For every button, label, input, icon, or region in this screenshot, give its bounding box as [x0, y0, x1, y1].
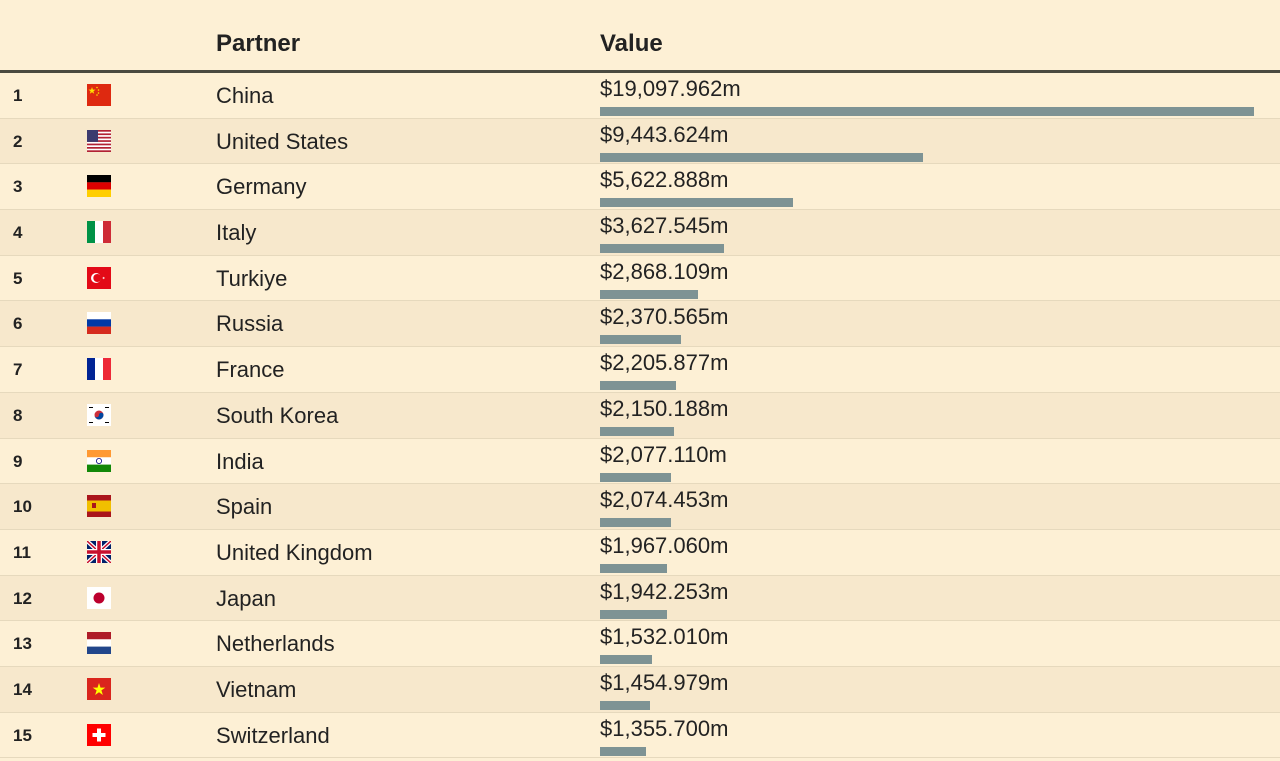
- value-column-header[interactable]: Value: [600, 30, 663, 57]
- value-label: $2,370.565m: [600, 304, 729, 330]
- table-row[interactable]: 11 United Kingdom $1,967.060m: [0, 530, 1280, 576]
- rank-cell: 12: [13, 588, 32, 608]
- partner-name: Vietnam: [216, 676, 297, 702]
- russia-flag-icon: [87, 312, 111, 335]
- value-bar: [600, 381, 676, 391]
- rank-cell: 3: [13, 177, 23, 197]
- spain-flag-icon: [87, 495, 111, 518]
- value-label: $1,454.979m: [600, 669, 729, 695]
- italy-flag-icon: [87, 221, 111, 244]
- value-label: $5,622.888m: [600, 167, 729, 193]
- rank-cell: 5: [13, 268, 23, 288]
- value-label: $2,074.453m: [600, 487, 729, 513]
- value-bar: [600, 152, 924, 162]
- table-row[interactable]: 6 Russia $2,370.565m: [0, 301, 1280, 348]
- netherlands-flag-icon: [87, 632, 111, 655]
- turkiye-flag-icon: [87, 266, 111, 289]
- partner-name: Switzerland: [216, 722, 330, 748]
- value-bar: [600, 746, 647, 756]
- value-bar: [600, 107, 1254, 116]
- value-label: $19,097.962m: [600, 76, 741, 101]
- table-row[interactable]: 7 France $2,205.877m: [0, 347, 1280, 393]
- table-row[interactable]: 9 India $2,077.110m: [0, 439, 1280, 485]
- value-label: $2,868.109m: [600, 258, 729, 284]
- table-row[interactable]: 1 China $19,097.962m: [0, 73, 1280, 119]
- rank-cell: 1: [13, 86, 23, 105]
- value-bar: [600, 472, 672, 482]
- rank-cell: 15: [13, 725, 32, 745]
- value-bar: [600, 335, 682, 345]
- japan-flag-icon: [87, 586, 111, 609]
- table-row[interactable]: 3 Germany $5,622.888m: [0, 164, 1280, 211]
- table-row[interactable]: 2 United States $9,443.624m: [0, 118, 1280, 165]
- value-bar: [600, 518, 672, 528]
- table-row[interactable]: 8 South Korea $2,150.188m: [0, 392, 1280, 439]
- value-bar: [600, 700, 650, 710]
- rank-cell: 8: [13, 405, 23, 425]
- value-bar: [600, 198, 793, 208]
- partner-name: Japan: [216, 585, 276, 611]
- table-row[interactable]: 14 Vietnam $1,454.979m: [0, 666, 1280, 713]
- rank-cell: 11: [13, 542, 31, 562]
- value-label: $1,532.010m: [600, 624, 729, 650]
- value-label: $9,443.624m: [600, 121, 729, 147]
- rank-cell: 6: [13, 314, 23, 334]
- partner-name: India: [216, 448, 264, 474]
- table-row[interactable]: 4 Italy $3,627.545m: [0, 210, 1280, 256]
- rank-cell: 13: [13, 634, 32, 654]
- south-korea-flag-icon: [87, 403, 111, 426]
- table-row[interactable]: 10 Spain $2,074.453m: [0, 484, 1280, 530]
- partner-name: China: [216, 83, 274, 108]
- switzerland-flag-icon: [87, 723, 111, 746]
- rank-cell: 4: [13, 223, 23, 243]
- value-label: $3,627.545m: [600, 213, 729, 239]
- table-header: Partner Value: [0, 0, 1280, 73]
- value-bar: [600, 655, 653, 665]
- value-label: $2,205.877m: [600, 350, 729, 376]
- partner-name: Italy: [216, 220, 257, 246]
- table-row[interactable]: 12 Japan $1,942.253m: [0, 575, 1280, 622]
- united-kingdom-flag-icon: [87, 540, 111, 563]
- value-label: $2,150.188m: [600, 395, 729, 421]
- value-bar: [600, 426, 674, 436]
- france-flag-icon: [87, 358, 111, 381]
- table-row[interactable]: 5 Turkiye $2,868.109m: [0, 256, 1280, 302]
- vietnam-flag-icon: [87, 677, 111, 700]
- value-bar: [600, 244, 725, 254]
- table-row[interactable]: 13 Netherlands $1,532.010m: [0, 621, 1280, 667]
- china-flag-icon: [87, 84, 111, 106]
- partner-name: Netherlands: [216, 631, 335, 657]
- value-label: $1,942.253m: [600, 578, 729, 604]
- partner-name: United States: [216, 128, 349, 154]
- value-label: $2,077.110m: [600, 441, 727, 467]
- rank-cell: 7: [13, 360, 23, 380]
- rank-cell: 2: [13, 131, 23, 151]
- partner-column-header[interactable]: Partner: [216, 30, 301, 57]
- table-row[interactable]: 15 Switzerland $1,355.700m: [0, 713, 1280, 759]
- partner-name: Spain: [216, 494, 273, 520]
- germany-flag-icon: [87, 175, 111, 198]
- partner-name: United Kingdom: [216, 539, 373, 565]
- india-flag-icon: [87, 449, 111, 472]
- rank-cell: 14: [13, 679, 32, 699]
- rank-cell: 10: [13, 497, 32, 517]
- value-label: $1,967.060m: [600, 532, 729, 558]
- partner-name: Russia: [216, 311, 284, 337]
- partner-name: South Korea: [216, 402, 339, 428]
- partner-name: Germany: [216, 174, 307, 200]
- partner-name: Turkiye: [216, 265, 288, 291]
- value-bar: [600, 609, 667, 619]
- united-states-flag-icon: [87, 129, 111, 152]
- value-bar: [600, 289, 699, 299]
- rank-cell: 9: [13, 451, 23, 471]
- partner-name: France: [216, 357, 285, 383]
- value-label: $1,355.700m: [600, 715, 729, 741]
- value-bar: [600, 563, 668, 573]
- table-body: 1 China $19,097.962m 2 United States $9,443.6…: [0, 73, 1280, 759]
